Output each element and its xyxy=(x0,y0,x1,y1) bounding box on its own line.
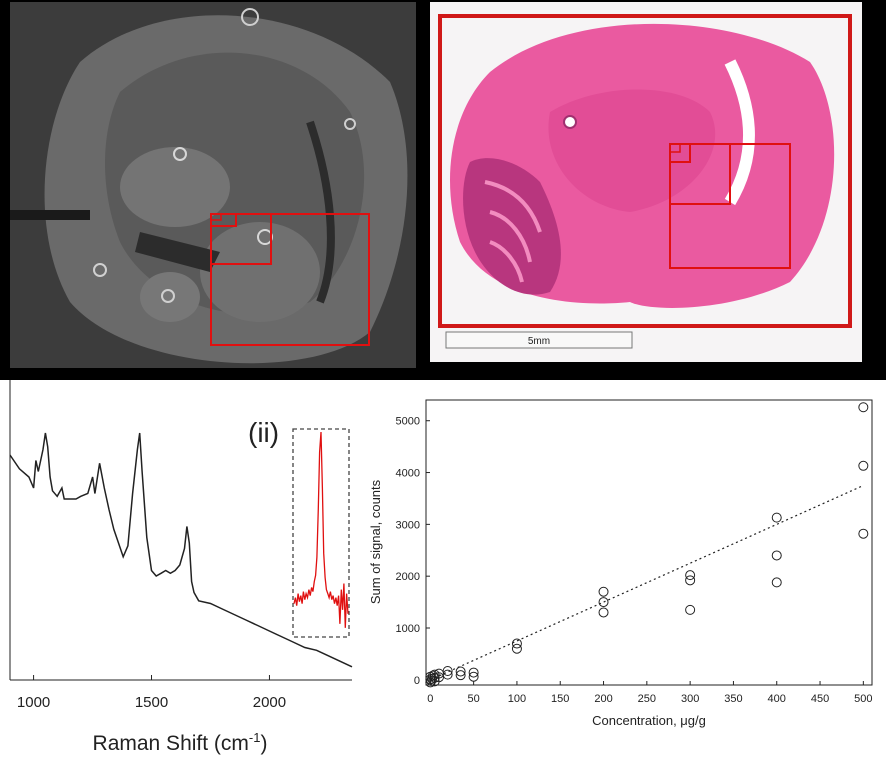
x-tick-label: 0 xyxy=(427,693,433,705)
y-tick-group: 0 1000 2000 3000 4000 5000 xyxy=(396,416,430,687)
cerebellum-folia xyxy=(484,180,542,283)
artifact-ring xyxy=(93,263,107,277)
trend-line xyxy=(430,484,864,681)
data-point xyxy=(442,666,453,677)
x-tick-label: 300 xyxy=(681,693,699,705)
raman-map-panel xyxy=(10,2,416,368)
tissue-lobe-1 xyxy=(120,147,230,227)
x-tick-label: 150 xyxy=(551,693,569,705)
y-tick-label: 0 xyxy=(414,675,420,687)
ventricle-gap xyxy=(724,59,755,206)
data-point xyxy=(685,604,696,615)
artifact-ring xyxy=(563,115,577,129)
data-point xyxy=(598,597,609,608)
data-point xyxy=(455,666,466,677)
data-point xyxy=(771,512,782,523)
x-tick-label: 400 xyxy=(768,693,786,705)
x-tick-label: 200 xyxy=(594,693,612,705)
data-point xyxy=(598,586,609,597)
scale-bar-label: 5mm xyxy=(528,336,550,347)
raman-map-image xyxy=(10,2,416,368)
artifact-ring xyxy=(344,118,356,130)
zoom-box-medium xyxy=(210,213,272,265)
x-tick-label: 2000 xyxy=(253,694,286,711)
histology-panel: 5mm xyxy=(430,2,862,362)
y-tick-label: 3000 xyxy=(396,519,420,531)
data-point xyxy=(858,460,869,471)
artifact-ring xyxy=(161,289,175,303)
tissue-lobe-2 xyxy=(200,222,320,322)
y-tick-label: 1000 xyxy=(396,623,420,635)
y-tick-label: 2000 xyxy=(396,571,420,583)
x-axis-label: Concentration, μg/g xyxy=(592,713,706,728)
x-tick-label: 350 xyxy=(724,693,742,705)
tissue-gap xyxy=(135,232,220,272)
x-tick-group: 0 50 100 150 200 250 300 350 400 450 500 xyxy=(427,681,873,705)
artifact-ring xyxy=(241,8,259,26)
tissue-region xyxy=(548,89,716,212)
data-point xyxy=(455,670,466,681)
spectrum-panel: 1000 1500 2000 Raman Shift (cm-1) (ii) xyxy=(0,380,360,763)
calibration-chart: 0 50 100 150 200 250 300 350 400 450 500 0 1000 2000… xyxy=(368,399,873,728)
x-tick-label: 50 xyxy=(468,693,480,705)
zoom-box-medium xyxy=(669,143,731,205)
data-point xyxy=(771,577,782,588)
artifact-ring xyxy=(173,147,187,161)
x-tick-label: 250 xyxy=(638,693,656,705)
data-point xyxy=(511,643,522,654)
data-point xyxy=(442,669,453,680)
data-point xyxy=(598,607,609,618)
tissue-lobe-3 xyxy=(140,272,200,322)
x-tick-label: 1000 xyxy=(17,694,50,711)
data-point xyxy=(468,671,479,682)
zoom-box-outer xyxy=(438,14,852,328)
data-point xyxy=(858,528,869,539)
zoom-box-tiny xyxy=(669,143,681,153)
scan-artifact xyxy=(10,210,90,220)
x-tick-label: 500 xyxy=(854,693,872,705)
x-tick-group: 1000 1500 2000 xyxy=(17,675,286,711)
data-point xyxy=(427,670,438,681)
tissue-fold xyxy=(306,120,335,304)
data-point xyxy=(511,638,522,649)
inset-spectrum-line xyxy=(293,431,349,628)
histology-image: 5mm xyxy=(430,2,862,362)
inset-panel-label: (ii) xyxy=(248,417,279,448)
data-point xyxy=(685,575,696,586)
zoom-box-large xyxy=(210,213,370,346)
calibration-panel: 0 50 100 150 200 250 300 350 400 450 500 0 1000 2000… xyxy=(360,380,886,763)
x-axis-label: Raman Shift (cm-1) xyxy=(93,730,268,755)
x-tick-label: 100 xyxy=(508,693,526,705)
data-point xyxy=(685,570,696,581)
data-point xyxy=(468,667,479,678)
spectrum-chart: 1000 1500 2000 Raman Shift (cm-1) (ii) xyxy=(9,380,353,755)
x-tick-label: 450 xyxy=(811,693,829,705)
plot-frame xyxy=(425,399,873,686)
y-tick-label: 4000 xyxy=(396,468,420,480)
zoom-box-tiny xyxy=(210,213,222,221)
spectrum-line xyxy=(9,432,353,668)
x-tick-label: 1500 xyxy=(135,694,168,711)
y-axis-label: Sum of signal, counts xyxy=(368,479,383,604)
data-point xyxy=(771,550,782,561)
scale-bar xyxy=(445,331,633,349)
data-point xyxy=(858,402,869,413)
y-tick-label: 5000 xyxy=(396,416,420,428)
data-point-group xyxy=(425,402,869,688)
